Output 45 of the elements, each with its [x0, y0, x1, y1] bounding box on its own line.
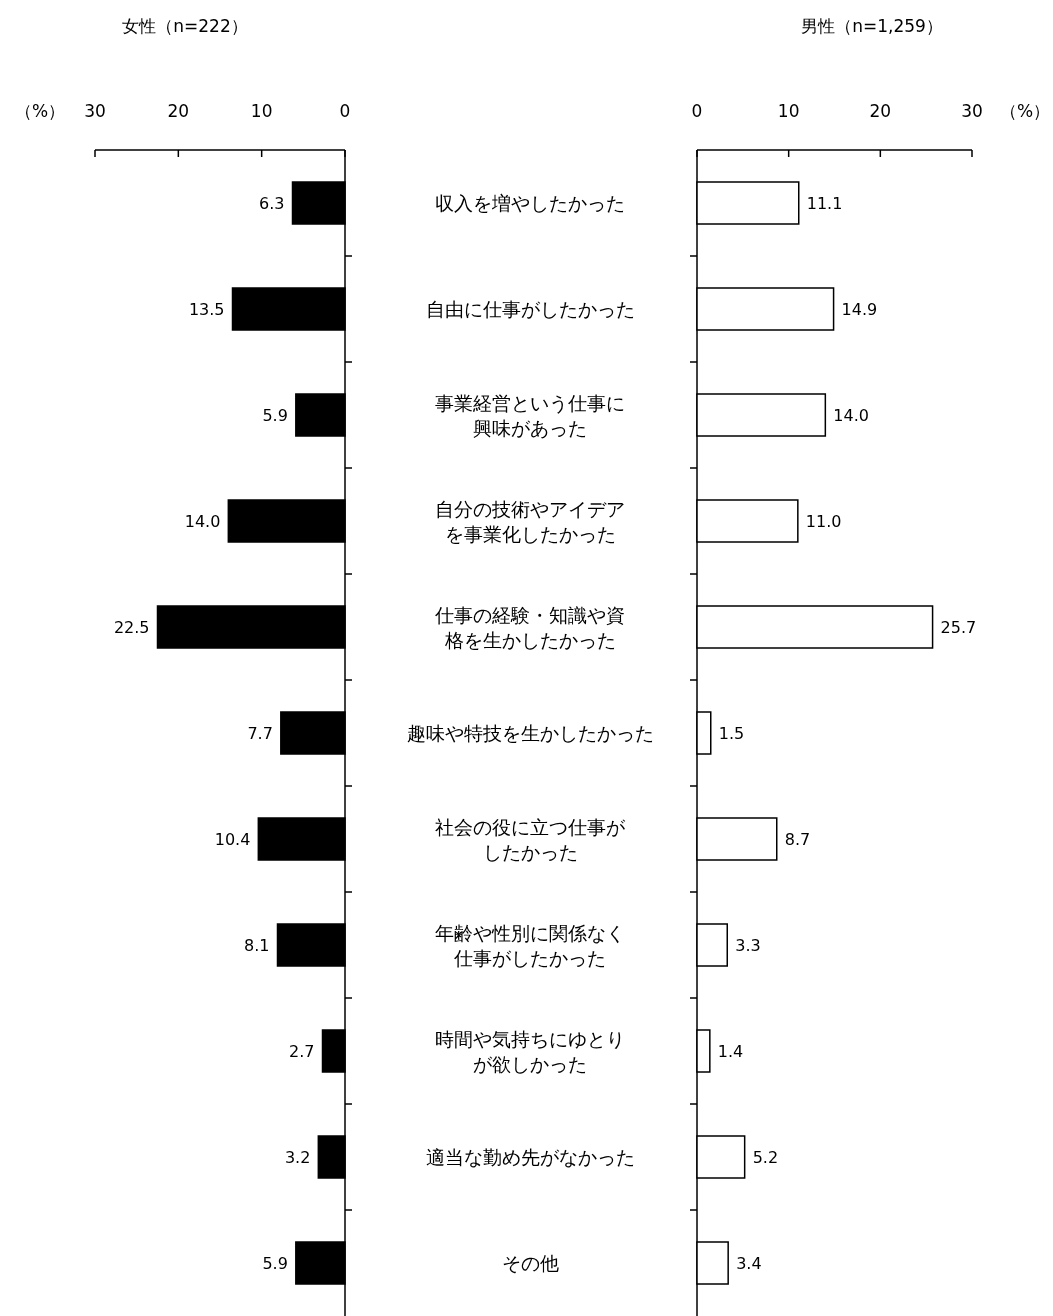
data-label: 5.9	[262, 406, 288, 425]
data-label: 14.0	[184, 512, 221, 531]
data-label: 13.5	[188, 300, 225, 319]
data-label: 22.5	[113, 618, 150, 637]
x-tick-label: 30	[961, 101, 983, 121]
x-tick-label: 0	[691, 101, 703, 121]
y-tick-label: 適当な勤め先がなかった	[425, 1146, 635, 1168]
data-label: 5.9	[262, 1254, 288, 1273]
x-tick-label: 20	[869, 101, 892, 121]
data-label: 10.4	[214, 830, 251, 849]
chart-title: 男性（n=1,259）	[801, 16, 943, 36]
data-label: 14.9	[841, 300, 878, 319]
data-label: 25.7	[940, 618, 977, 637]
x-axis-title: （%）	[999, 101, 1051, 121]
data-label: 2.7	[289, 1042, 315, 1061]
x-tick-label: 30	[84, 101, 106, 121]
data-label: 1.5	[718, 724, 745, 743]
data-label: 11.0	[805, 512, 842, 531]
data-label: 8.7	[784, 830, 811, 849]
data-label: 3.3	[735, 936, 761, 955]
y-tick-label: 趣味や特技を生かしたかった	[406, 722, 654, 744]
chart-title: 女性（n=222）	[122, 16, 248, 36]
y-tick-label: 自分の技術やアイデアを事業化したかった	[435, 498, 625, 545]
y-tick-label: 事業経営という仕事に興味があった	[435, 392, 625, 439]
y-tick-label: 年齢や性別に関係なく仕事がしたかった	[435, 922, 625, 969]
data-label: 5.2	[752, 1148, 779, 1167]
data-label: 8.1	[244, 936, 270, 955]
y-tick-label: 収入を増やしたかった	[435, 192, 625, 214]
x-tick-label: 20	[167, 101, 190, 121]
y-tick-label: 仕事の経験・知識や資格を生かしたかった	[434, 604, 625, 651]
x-axis-title: （%）	[14, 101, 66, 121]
data-label: 7.7	[247, 724, 273, 743]
data-label: 3.2	[284, 1148, 311, 1167]
y-tick-label: 社会の役に立つ仕事がしたかった	[435, 816, 626, 863]
data-label: 11.1	[806, 194, 843, 213]
data-label: 3.4	[736, 1254, 762, 1273]
data-label: 1.4	[717, 1042, 744, 1061]
y-tick-label: 自由に仕事がしたかった	[425, 298, 635, 320]
data-label: 14.0	[833, 406, 869, 425]
x-tick-label: 0	[339, 101, 351, 121]
y-tick-label: その他	[501, 1252, 559, 1274]
x-tick-label: 10	[777, 101, 800, 121]
data-label: 6.3	[259, 194, 285, 213]
x-tick-label: 10	[250, 101, 273, 121]
y-tick-label: 時間や気持ちにゆとりが欲しかった	[435, 1028, 625, 1075]
